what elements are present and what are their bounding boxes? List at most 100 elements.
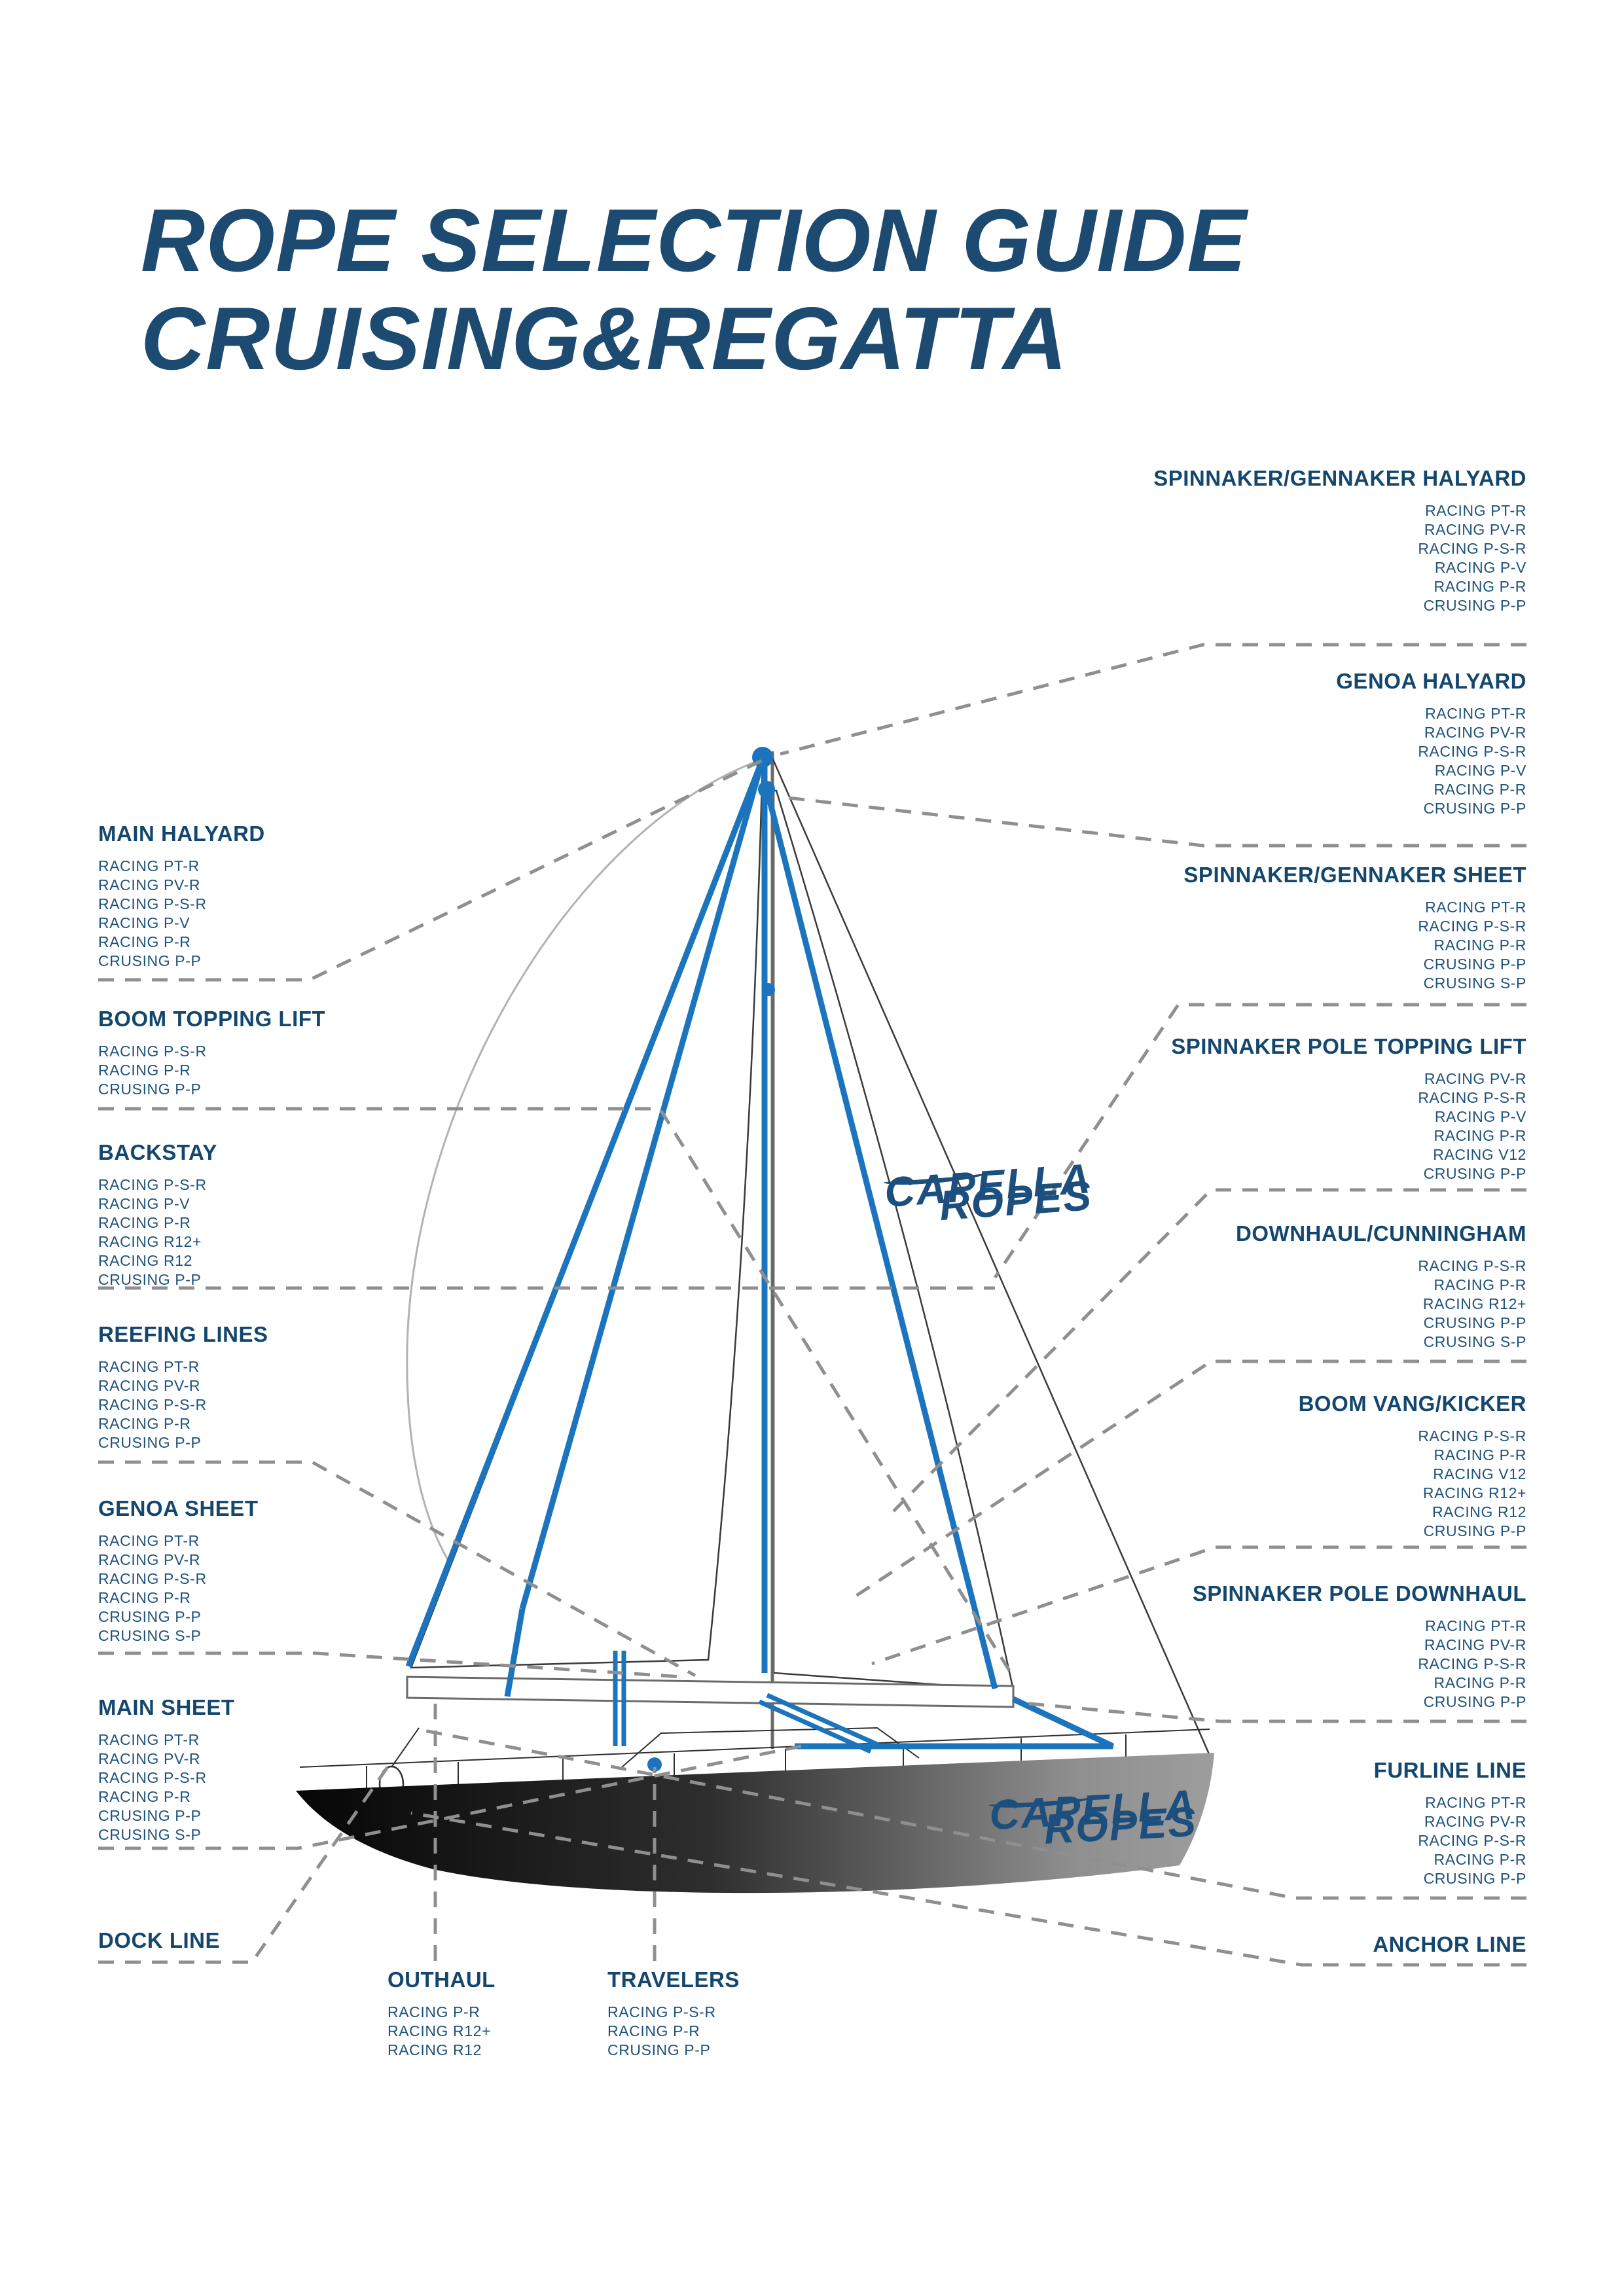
main-leech-rope (764, 789, 998, 1690)
rope-option: RACING PT-R (1425, 1617, 1526, 1634)
spinnaker-halyard-rope (519, 758, 766, 1610)
page-title: ROPE SELECTION GUIDE CRUISING&REGATTA (141, 191, 1247, 387)
page-title-line2: CRUISING&REGATTA (141, 289, 1068, 388)
stanchions (366, 1734, 1127, 1788)
rope-option: RACING R12 (98, 1252, 193, 1269)
rope-option: RACING P-R (607, 2022, 700, 2039)
rope-option: RACING R12+ (98, 1233, 202, 1250)
rope-list-spinnaker-gennaker-sheet: RACING PT-R RACING P-S-R RACING P-R CRUSING… (1183, 898, 1526, 993)
rope-option: RACING P-S-R (1418, 1832, 1526, 1849)
label-backstay: BACKSTAY RACING P-S-R RACING P-V RACING P-R… (98, 1140, 217, 1289)
rope-option: RACING P-S-R (1418, 918, 1526, 935)
rope-option: RACING P-S-R (98, 1043, 207, 1060)
label-title-dock-line: DOCK LINE (98, 1928, 220, 1952)
rope-option: CRUSING P-P (1423, 1870, 1526, 1887)
leader-spinnaker-pole-topping-lift (890, 1188, 1526, 1515)
label-title-travelers: TRAVELERS (607, 1967, 740, 1992)
rope-list-genoa-halyard: RACING PT-R RACING PV-R RACING P-S-R RACING… (1336, 704, 1526, 818)
rope-option: RACING P-S-R (98, 1570, 207, 1587)
rope-option: RACING P-S-R (98, 1769, 207, 1786)
rope-option: RACING PT-R (1425, 502, 1526, 519)
rope-option: RACING PT-R (1425, 899, 1526, 916)
rope-list-main-halyard: RACING PT-R RACING PV-R RACING P-S-R RACING… (98, 857, 265, 971)
rope-option: RACING P-V (1434, 762, 1526, 779)
bow-fitting-line (391, 1727, 420, 1768)
label-title-spinnaker-pole-topping-lift: SPINNAKER POLE TOPPING LIFT (1171, 1034, 1526, 1058)
leader-main-sheet (98, 1744, 802, 1850)
rope-list-boom-topping-lift: RACING P-S-R RACING P-R CRUSING P-P (98, 1042, 325, 1099)
label-title-backstay: BACKSTAY (98, 1140, 217, 1164)
label-genoa-sheet: GENOA SHEET RACING PT-R RACING PV-R RACING … (98, 1496, 258, 1645)
leader-anchor-line (410, 1811, 1526, 1967)
label-main-sheet: MAIN SHEET RACING PT-R RACING PV-R RACING P… (98, 1695, 235, 1844)
label-spinnaker-gennaker-halyard: SPINNAKER/GENNAKER HALYARD RACING PT-R RAC… (1153, 466, 1526, 615)
boom (406, 1676, 1015, 1708)
rope-option: RACING P-R (98, 1788, 191, 1805)
rope-option: RACING P-R (1434, 1674, 1526, 1691)
rope-option: RACING PT-R (98, 1532, 200, 1549)
rope-option: RACING PV-R (98, 1551, 201, 1568)
label-anchor-line: ANCHOR LINE (1373, 1932, 1526, 1957)
boom-vang-rope-b (766, 1693, 880, 1748)
rigging-attachment-dots (647, 747, 775, 1772)
rope-list-reefing-lines: RACING PT-R RACING PV-R RACING P-S-R RACING… (98, 1357, 268, 1452)
rope-option: CRUSING P-P (98, 1807, 202, 1824)
mainsheet-rope (795, 1696, 1114, 1749)
rope-option: RACING PT-R (1425, 705, 1526, 722)
rope-option: RACING PV-R (98, 1750, 201, 1767)
label-dock-line: DOCK LINE (98, 1928, 220, 1953)
rope-option: RACING PV-R (1424, 1070, 1526, 1087)
label-title-boom-topping-lift: BOOM TOPPING LIFT (98, 1007, 326, 1031)
rope-option: RACING P-S-R (1418, 1257, 1526, 1274)
rope-option: RACING P-V (98, 1195, 190, 1212)
rope-option: RACING V12 (1433, 1146, 1526, 1163)
label-spinnaker-gennaker-sheet: SPINNAKER/GENNAKER SHEET RACING PT-R RACIN… (1183, 863, 1526, 993)
blue-ropes (405, 758, 1114, 1754)
label-title-anchor-line: ANCHOR LINE (1373, 1932, 1526, 1956)
label-title-outhaul: OUTHAUL (388, 1967, 496, 1992)
rope-option: RACING PV-R (1424, 1813, 1526, 1830)
label-spinnaker-pole-downhaul: SPINNAKER POLE DOWNHAUL RACING PT-R RACING… (1193, 1581, 1526, 1712)
rope-option: RACING PV-R (1424, 724, 1526, 741)
rope-list-genoa-sheet: RACING PT-R RACING PV-R RACING P-S-R RACING… (98, 1532, 258, 1645)
rope-option: RACING P-R (388, 2003, 480, 2020)
rope-list-downhaul-cunningham: RACING P-S-R RACING P-R RACING R12+ CRUSING… (1236, 1257, 1526, 1352)
label-boom-topping-lift: BOOM TOPPING LIFT RACING P-S-R RACING P-R C… (98, 1007, 325, 1099)
backstay-line (771, 757, 1211, 1756)
label-title-main-halyard: MAIN HALYARD (98, 821, 265, 846)
rope-option: RACING P-S-R (98, 895, 207, 912)
rope-option: CRUSING S-P (98, 1627, 202, 1644)
label-genoa-halyard: GENOA HALYARD RACING PT-R RACING PV-R RACIN… (1336, 669, 1526, 818)
brand-logo-hull: CAPELLA ROPES (988, 1781, 1199, 1853)
rope-option: RACING P-R (98, 1214, 191, 1231)
spinnaker-tack-rope (504, 1608, 526, 1697)
label-title-reefing-lines: REEFING LINES (98, 1322, 268, 1346)
rope-option: RACING P-R (98, 1415, 191, 1432)
label-downhaul-cunningham: DOWNHAUL/CUNNINGHAM RACING P-S-R RACING P-… (1236, 1221, 1526, 1352)
rope-option: RACING P-R (1434, 1127, 1526, 1144)
label-furline-line: FURLINE LINE RACING PT-R RACING PV-R RACING… (1374, 1758, 1526, 1888)
rope-option: CRUSING P-P (1423, 1314, 1526, 1331)
rope-option: RACING P-S-R (1418, 1089, 1526, 1106)
label-outhaul: OUTHAUL RACING P-R RACING R12+ RACING R12 (388, 1967, 496, 2060)
rope-option: RACING P-R (98, 1589, 191, 1606)
rope-option: RACING R12 (388, 2041, 482, 2058)
label-boom-vang-kicker: BOOM VANG/KICKER RACING P-S-R RACING P-R RA… (1299, 1391, 1526, 1541)
cabin-outline (621, 1727, 920, 1768)
rope-option: RACING PV-R (1424, 1636, 1526, 1653)
rope-option: RACING P-S-R (1418, 1427, 1526, 1444)
label-title-main-sheet: MAIN SHEET (98, 1695, 235, 1719)
rope-option: RACING PV-R (98, 1377, 201, 1394)
label-reefing-lines: REEFING LINES RACING PT-R RACING PV-R RACIN… (98, 1322, 268, 1452)
rope-option: RACING V12 (1433, 1465, 1526, 1482)
rope-option: CRUSING S-P (1423, 1333, 1526, 1350)
rope-list-spinnaker-pole-topping-lift: RACING PV-R RACING P-S-R RACING P-V RACING … (1171, 1069, 1526, 1183)
leader-downhaul-cunningham (851, 1359, 1526, 1600)
label-spinnaker-pole-topping-lift: SPINNAKER POLE TOPPING LIFT RACING PV-R RA… (1171, 1034, 1526, 1183)
rope-option: CRUSING S-P (98, 1826, 202, 1843)
rope-list-boom-vang-kicker: RACING P-S-R RACING P-R RACING V12 RACING R… (1299, 1427, 1526, 1541)
rope-option: RACING P-S-R (1418, 743, 1526, 760)
genoa-halyard-rope (405, 758, 766, 1668)
